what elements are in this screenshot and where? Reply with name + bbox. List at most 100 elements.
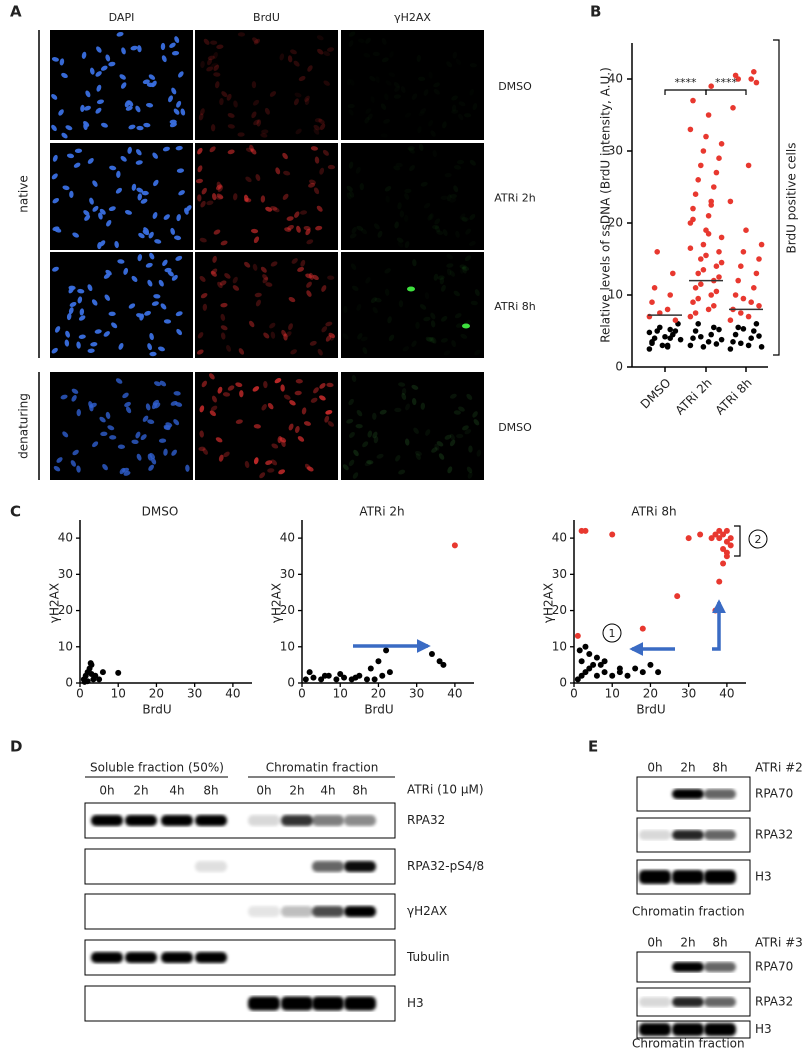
nucleus bbox=[464, 113, 472, 118]
band bbox=[344, 815, 376, 826]
nucleus bbox=[232, 276, 238, 284]
x-tick-label: ATRi 2h bbox=[673, 376, 715, 418]
nucleus bbox=[462, 425, 469, 431]
nucleus bbox=[71, 395, 77, 402]
nucleus bbox=[352, 472, 359, 479]
nucleus bbox=[149, 333, 154, 341]
nucleus bbox=[434, 225, 441, 233]
point bbox=[727, 535, 734, 542]
dot bbox=[690, 216, 696, 223]
nucleus bbox=[293, 98, 299, 106]
nucleus bbox=[261, 404, 267, 411]
nucleus bbox=[290, 49, 297, 55]
nucleus bbox=[253, 236, 260, 244]
lane-label: 8h bbox=[712, 761, 727, 775]
nucleus bbox=[357, 332, 363, 340]
nucleus bbox=[469, 63, 477, 68]
nucleus bbox=[173, 419, 180, 426]
nucleus bbox=[460, 216, 468, 222]
nucleus bbox=[325, 321, 333, 327]
nucleus bbox=[135, 160, 143, 165]
nucleus bbox=[451, 340, 457, 348]
nucleus bbox=[449, 393, 457, 399]
dot bbox=[700, 148, 707, 154]
nucleus bbox=[61, 132, 68, 139]
nucleus bbox=[393, 94, 401, 99]
callout bbox=[748, 529, 768, 549]
x-tick-label: 0 bbox=[298, 687, 306, 701]
nuclei bbox=[195, 144, 335, 246]
point bbox=[386, 669, 393, 676]
nucleus bbox=[165, 422, 173, 428]
nucleus bbox=[71, 388, 79, 394]
nucleus bbox=[348, 161, 354, 169]
nucleus bbox=[99, 240, 106, 247]
band bbox=[125, 815, 157, 826]
group-label: denaturing bbox=[17, 393, 31, 459]
nucleus bbox=[153, 294, 161, 299]
nucleus bbox=[146, 82, 154, 88]
nucleus bbox=[66, 312, 72, 321]
nucleus bbox=[149, 452, 156, 460]
nucleus bbox=[301, 407, 307, 415]
nucleus bbox=[447, 466, 453, 474]
nucleus bbox=[451, 95, 458, 101]
point bbox=[586, 651, 593, 658]
nucleus bbox=[159, 380, 167, 387]
nucleus bbox=[220, 313, 226, 321]
nucleus bbox=[252, 263, 258, 271]
nucleus bbox=[282, 152, 288, 160]
lane-label: 0h bbox=[647, 761, 662, 775]
y-tick-label: 0 bbox=[559, 676, 567, 690]
nucleus bbox=[108, 61, 116, 67]
nucleus bbox=[52, 226, 60, 232]
dot bbox=[713, 263, 720, 270]
nucleus bbox=[252, 37, 259, 44]
nucleus bbox=[288, 323, 293, 331]
nucleus bbox=[176, 168, 185, 173]
band bbox=[672, 789, 704, 799]
nucleus bbox=[356, 225, 364, 231]
nucleus bbox=[449, 439, 456, 447]
nucleus bbox=[393, 165, 401, 171]
band bbox=[125, 952, 157, 963]
band bbox=[704, 830, 736, 840]
nucleus bbox=[175, 311, 183, 317]
nuclei bbox=[346, 143, 476, 249]
significance-bracket bbox=[705, 89, 747, 95]
nucleus bbox=[362, 441, 369, 448]
band bbox=[704, 870, 736, 884]
nucleus bbox=[200, 200, 206, 208]
micrograph bbox=[195, 30, 338, 140]
nucleus bbox=[227, 149, 235, 155]
x-axis-label: BrdU bbox=[636, 703, 665, 717]
nucleus bbox=[434, 443, 440, 451]
nucleus bbox=[309, 179, 316, 185]
nucleus bbox=[128, 303, 136, 309]
x-tick-label: 40 bbox=[225, 687, 240, 701]
nucleus bbox=[149, 351, 157, 357]
nucleus bbox=[404, 438, 410, 446]
x-tick-label: 30 bbox=[409, 687, 424, 701]
dot bbox=[756, 303, 762, 309]
nucleus bbox=[397, 202, 402, 210]
nucleus bbox=[235, 419, 243, 424]
nucleus bbox=[461, 217, 469, 222]
dot bbox=[740, 295, 747, 302]
nucleus bbox=[76, 409, 81, 417]
nucleus bbox=[267, 468, 275, 473]
point bbox=[436, 658, 443, 665]
nucleus bbox=[323, 80, 330, 86]
nucleus bbox=[160, 303, 167, 310]
nuclei bbox=[51, 145, 192, 250]
nuclei bbox=[198, 373, 335, 479]
band bbox=[248, 906, 280, 917]
nucleus bbox=[295, 128, 302, 135]
nucleus bbox=[395, 454, 401, 462]
point bbox=[87, 660, 94, 667]
point bbox=[379, 672, 386, 679]
nucleus bbox=[145, 403, 151, 411]
point bbox=[383, 647, 390, 654]
nucleus bbox=[464, 429, 472, 435]
